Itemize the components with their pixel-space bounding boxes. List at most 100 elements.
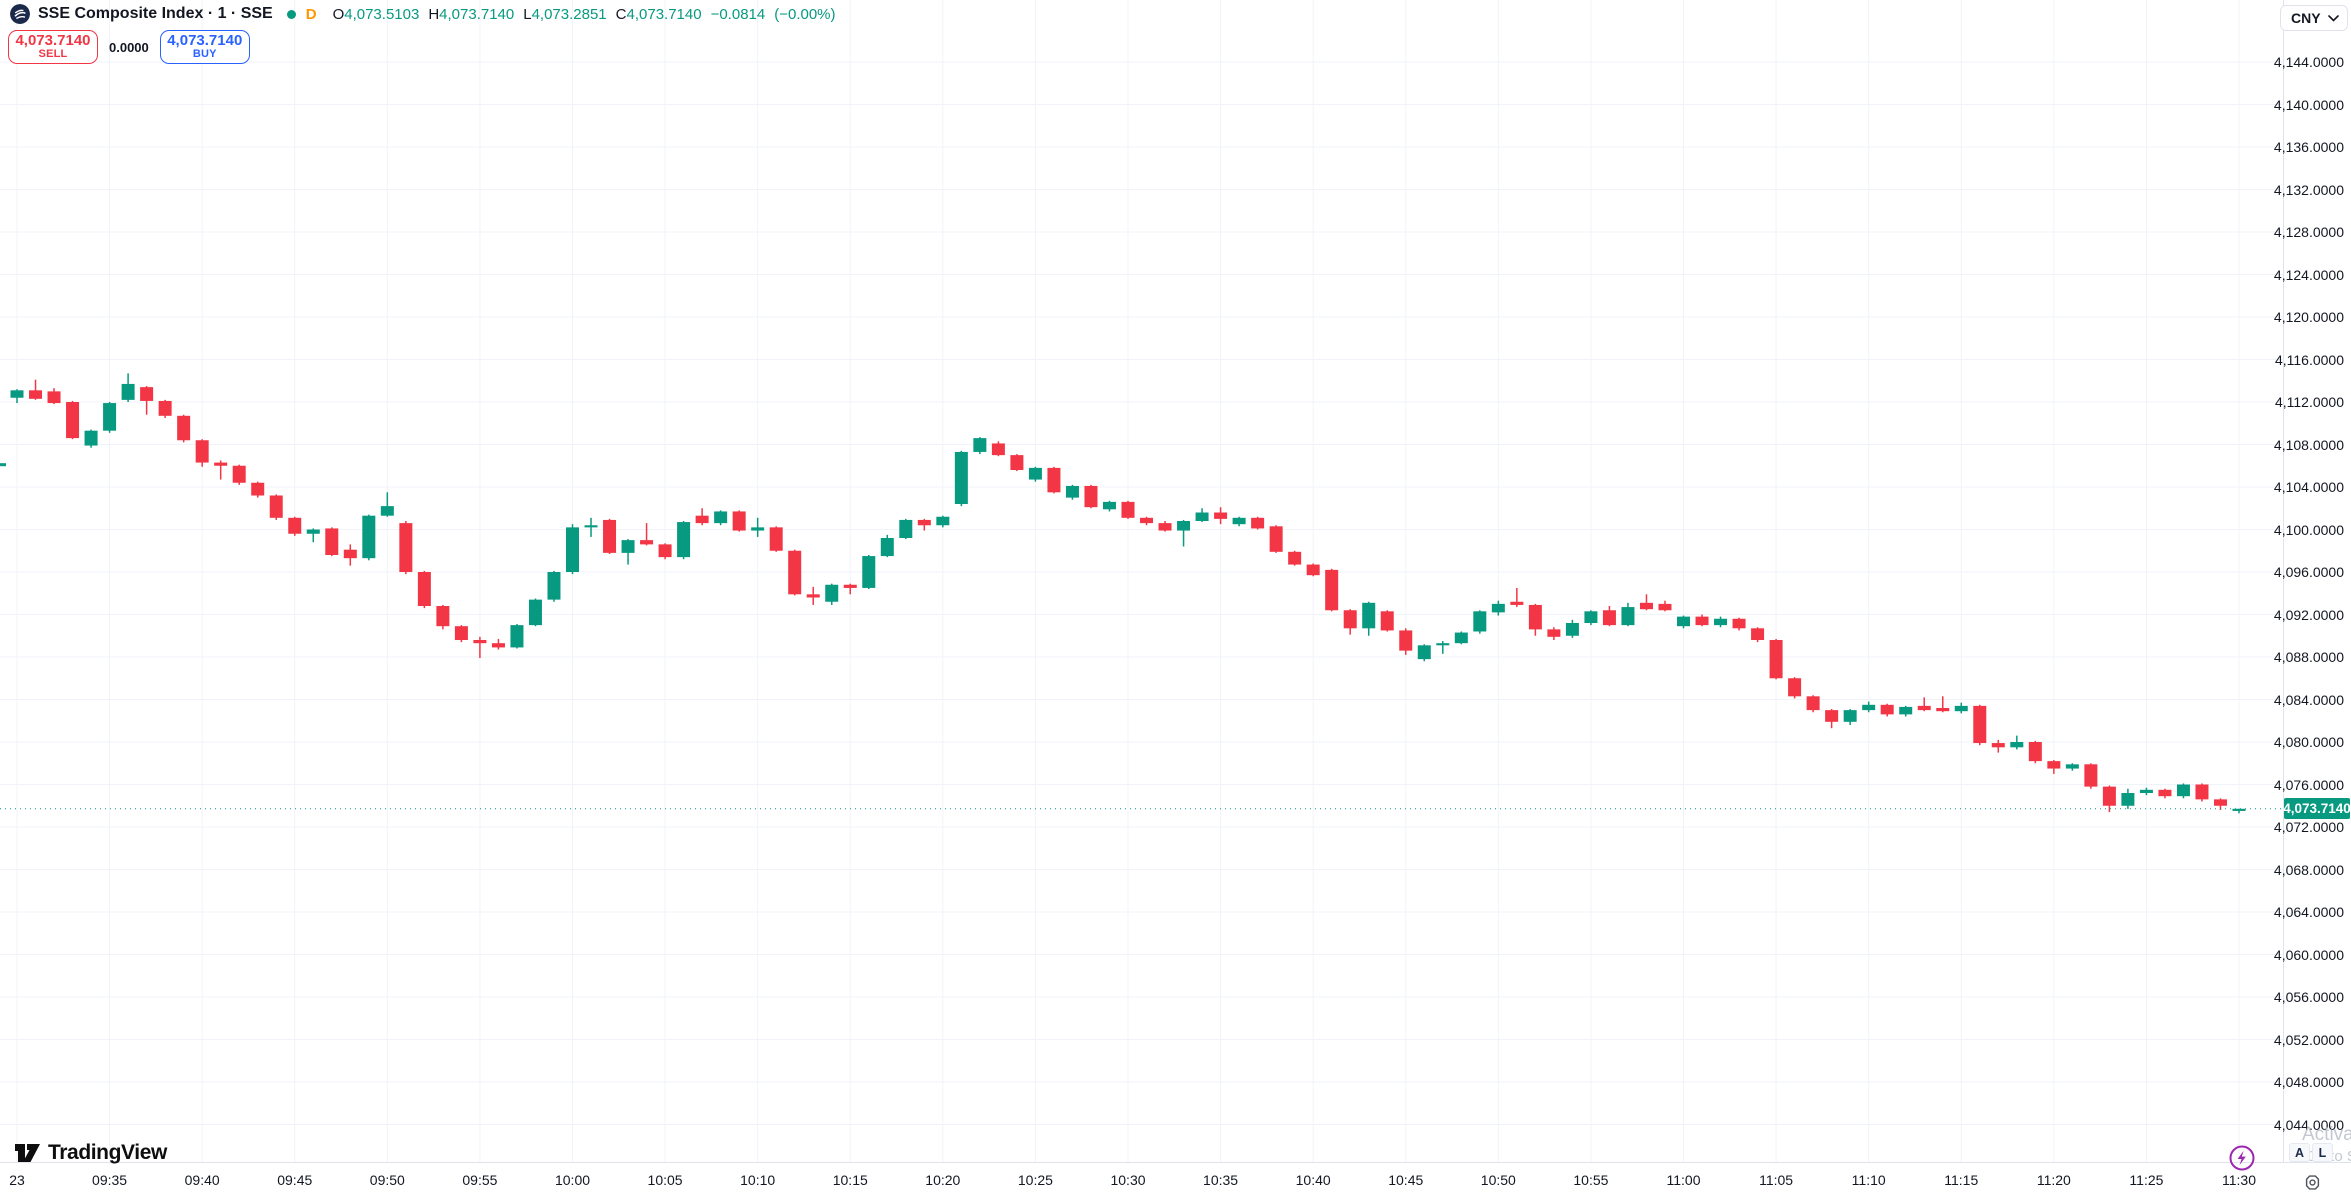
candle-body: [1788, 678, 1802, 697]
candle-body: [1714, 618, 1728, 626]
candle-body: [2010, 742, 2024, 748]
candle-body: [1214, 512, 1228, 519]
sell-button[interactable]: 4,073.7140 SELL: [8, 30, 98, 64]
price-axis-label: 4,144.0000: [2273, 54, 2344, 70]
open-value: 4,073.5103: [344, 5, 420, 23]
price-axis-label: 4,132.0000: [2273, 181, 2344, 198]
price-axis-label: 4,108.0000: [2273, 436, 2344, 453]
delayed-data-badge[interactable]: D: [305, 5, 317, 23]
time-axis-label: 10:00: [554, 1172, 591, 1188]
candle-body: [1769, 640, 1783, 679]
candle-body: [528, 599, 542, 626]
candle-body: [1102, 501, 1116, 510]
candle-body: [473, 640, 487, 644]
candle-body: [103, 403, 117, 431]
time-axis-label: 11:00: [1666, 1172, 1701, 1188]
candle-body: [1880, 704, 1894, 715]
price-axis-label: 4,128.0000: [2273, 224, 2344, 240]
symbol-title[interactable]: SSE Composite Index · 1 · SSE: [38, 5, 273, 22]
candle-body: [417, 572, 431, 606]
candle-body: [140, 387, 154, 401]
candle-body: [47, 391, 61, 404]
price-axis-label: 4,080.0000: [2273, 734, 2344, 750]
price-axis-label: 4,100.0000: [2273, 521, 2344, 538]
candle-body: [843, 584, 857, 588]
candle-body: [751, 527, 765, 531]
time-axis-label: 09:50: [369, 1172, 405, 1188]
candle-body: [1899, 706, 1913, 715]
low-label: L: [523, 5, 532, 23]
candle-body: [1695, 616, 1709, 626]
price-axis-label: 4,044.0000: [2273, 1116, 2344, 1133]
candle-body: [2084, 764, 2098, 787]
auto-scale-button[interactable]: A: [2289, 1143, 2310, 1162]
candle-body: [2232, 808, 2246, 811]
candle-body: [399, 523, 413, 572]
candle-body: [880, 538, 894, 557]
candle-body: [621, 540, 635, 553]
spread-value: 0.0000: [109, 39, 149, 55]
candle-body: [1177, 521, 1191, 531]
high-label: H: [428, 5, 440, 23]
candle-body: [1232, 517, 1246, 525]
candle-body: [1436, 643, 1450, 646]
close-label: C: [615, 5, 627, 23]
time-axis-label: 09:40: [184, 1172, 220, 1188]
price-axis-label: 4,076.0000: [2273, 776, 2344, 793]
candle-body: [1936, 708, 1950, 712]
candle-body: [1973, 705, 1987, 744]
market-status-dot-icon[interactable]: [286, 9, 296, 19]
candle-body: [640, 540, 654, 545]
candle-body: [1084, 485, 1098, 508]
log-scale-button[interactable]: L: [2312, 1143, 2333, 1162]
candle-body: [547, 572, 561, 600]
candle-body: [1417, 645, 1431, 660]
candle-body: [1732, 618, 1746, 629]
candle-body: [1621, 607, 1635, 626]
settings-gear-icon[interactable]: [2303, 1173, 2322, 1192]
buy-price: 4,073.7140: [167, 32, 243, 50]
chevron-down-icon: [2328, 14, 2339, 22]
prev-session-tick: [0, 463, 6, 467]
price-axis-label: 4,088.0000: [2273, 649, 2344, 665]
tradingview-mark-icon: [15, 1144, 40, 1162]
time-axis-label: 10:35: [1203, 1172, 1239, 1188]
candle-body: [454, 626, 468, 640]
candle-body: [2065, 764, 2079, 769]
currency-selector[interactable]: CNY: [2280, 5, 2348, 31]
instant-order-lightning-icon[interactable]: [2229, 1145, 2255, 1171]
candle-body: [1251, 517, 1265, 529]
candle-body: [1399, 630, 1413, 651]
candle-body: [306, 529, 320, 534]
candle-body: [566, 527, 580, 572]
price-axis-label: 4,124.0000: [2273, 266, 2344, 283]
candle-body: [714, 511, 728, 524]
time-axis-label: 11:30: [2222, 1172, 2256, 1188]
candle-body: [1269, 526, 1283, 552]
candle-body: [899, 519, 913, 538]
price-axis-label: 4,084.0000: [2273, 691, 2344, 708]
time-axis-label: 10:20: [925, 1172, 961, 1188]
candle-body: [2121, 793, 2135, 806]
price-axis-label: 4,136.0000: [2273, 139, 2344, 155]
price-axis-label: 4,120.0000: [2273, 309, 2344, 325]
price-axis-label: 4,112.0000: [2274, 394, 2344, 410]
candle-body: [362, 515, 376, 559]
candle-body: [806, 594, 820, 598]
candle-body: [1806, 696, 1820, 711]
symbol-legend: SSE Composite Index · 1 · SSE D O4,073.5…: [10, 4, 836, 24]
candle-body: [2102, 786, 2116, 806]
trade-panel: 4,073.7140 SELL 0.0000 4,073.7140 BUY: [8, 30, 250, 64]
time-axis-label: 11:25: [2129, 1172, 2164, 1188]
candle-body: [1751, 628, 1765, 640]
candle-body: [1454, 632, 1468, 644]
candle-body: [2176, 784, 2190, 797]
candle-body: [10, 390, 24, 398]
tradingview-logo[interactable]: TradingView: [14, 1141, 167, 1165]
buy-button[interactable]: 4,073.7140 BUY: [159, 30, 250, 64]
current-price-label: 4,073.7140: [2283, 798, 2351, 820]
price-axis-label: 4,140.0000: [2273, 96, 2344, 113]
low-value: 4,073.2851: [531, 5, 607, 23]
change-percent-value: (−0.00%): [774, 5, 836, 23]
